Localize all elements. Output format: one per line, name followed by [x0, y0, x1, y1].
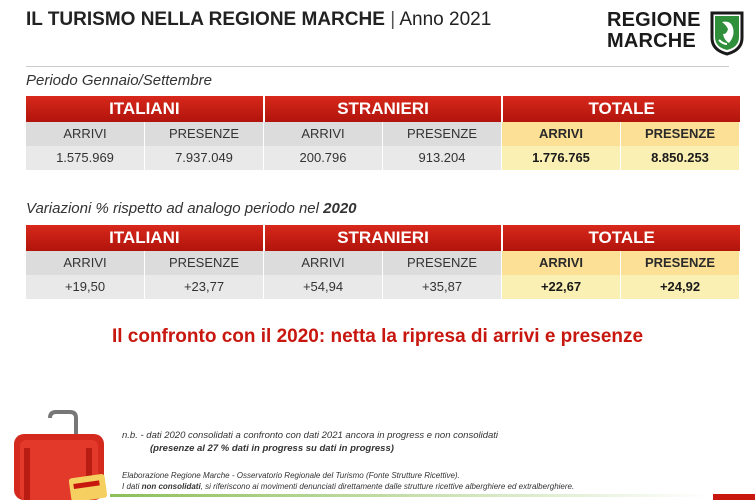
column-label: ARRIVI — [26, 122, 145, 146]
table-cell: +54,94 — [264, 275, 383, 299]
column-label-total: PRESENZE — [621, 122, 740, 146]
table-label-row: ARRIVI PRESENZE ARRIVI PRESENZE ARRIVI P… — [26, 122, 740, 146]
table-cell: +19,50 — [26, 275, 145, 299]
column-label: PRESENZE — [145, 251, 264, 275]
group-header-totale: TOTALE — [503, 96, 741, 122]
period-label: Periodo Gennaio/Settembre — [26, 72, 212, 89]
title-year: Anno 2021 — [399, 9, 492, 30]
disclaimer-note: I dati non consolidati, si riferiscono a… — [122, 482, 574, 491]
table-cell-total: +22,67 — [502, 275, 621, 299]
page-title: IL TURISMO NELLA REGIONE MARCHE | Anno 2… — [26, 9, 491, 31]
title-separator: | — [390, 9, 396, 30]
logo-line2: MARCHE — [607, 30, 696, 52]
table-cell-total: +24,92 — [621, 275, 740, 299]
table-row: +19,50 +23,77 +54,94 +35,87 +22,67 +24,9… — [26, 275, 740, 299]
group-header-totale: TOTALE — [503, 225, 741, 251]
source-note: Elaborazione Regione Marche - Osservator… — [122, 471, 460, 480]
table-cell: +23,77 — [145, 275, 264, 299]
variation-period-label: Variazioni % rispetto ad analogo periodo… — [26, 200, 357, 217]
column-label: PRESENZE — [383, 251, 502, 275]
variation-table: ITALIANI STRANIERI TOTALE ARRIVI PRESENZ… — [26, 225, 741, 299]
table-cell: 7.937.049 — [145, 146, 264, 170]
column-label: PRESENZE — [145, 122, 264, 146]
note-progress: (presenze al 27 % dati in progress su da… — [150, 443, 394, 454]
column-label-total: ARRIVI — [502, 251, 621, 275]
header-divider — [26, 66, 729, 67]
column-label: ARRIVI — [264, 122, 383, 146]
table-cell: 200.796 — [264, 146, 383, 170]
table-cell: 913.204 — [383, 146, 502, 170]
disclaimer-bold: non consolidati — [141, 482, 201, 491]
regione-marche-shield-icon — [710, 11, 744, 56]
variation-period-year: 2020 — [323, 200, 357, 217]
column-label: ARRIVI — [26, 251, 145, 275]
disclaimer-suffix: , si riferiscono ai movimenti denunciati… — [200, 482, 575, 491]
table-cell: +35,87 — [383, 275, 502, 299]
headline: Il confronto con il 2020: netta la ripre… — [111, 326, 644, 347]
column-label: ARRIVI — [264, 251, 383, 275]
column-label: PRESENZE — [383, 122, 502, 146]
variation-period-text: Variazioni % rispetto ad analogo periodo… — [26, 200, 324, 217]
group-header-italiani: ITALIANI — [26, 225, 265, 251]
corner-accent — [713, 494, 755, 500]
table-group-header-row: ITALIANI STRANIERI TOTALE — [26, 96, 741, 122]
disclaimer-prefix: I dati — [122, 482, 142, 491]
table-cell: 1.575.969 — [26, 146, 145, 170]
logo-text: REGIONE MARCHE — [607, 10, 701, 52]
group-header-stranieri: STRANIERI — [264, 96, 504, 122]
column-label-total: PRESENZE — [621, 251, 740, 275]
note-consolidation: n.b. - dati 2020 consolidati a confronto… — [122, 430, 499, 441]
table-row: 1.575.969 7.937.049 200.796 913.204 1.77… — [26, 146, 740, 170]
title-main: IL TURISMO NELLA REGIONE MARCHE — [26, 9, 385, 30]
table-cell-total: 8.850.253 — [621, 146, 740, 170]
regione-marche-logo: REGIONE MARCHE — [607, 10, 745, 58]
logo-line1: REGIONE — [607, 9, 701, 31]
table-label-row: ARRIVI PRESENZE ARRIVI PRESENZE ARRIVI P… — [26, 251, 740, 275]
group-header-stranieri: STRANIERI — [264, 225, 504, 251]
table-cell-total: 1.776.765 — [502, 146, 621, 170]
absolute-values-table: ITALIANI STRANIERI TOTALE ARRIVI PRESENZ… — [26, 96, 741, 170]
group-header-italiani: ITALIANI — [26, 96, 265, 122]
red-suitcase-icon — [14, 410, 108, 500]
column-label-total: ARRIVI — [502, 122, 621, 146]
table-group-header-row: ITALIANI STRANIERI TOTALE — [26, 225, 741, 251]
footer-line — [110, 494, 710, 497]
